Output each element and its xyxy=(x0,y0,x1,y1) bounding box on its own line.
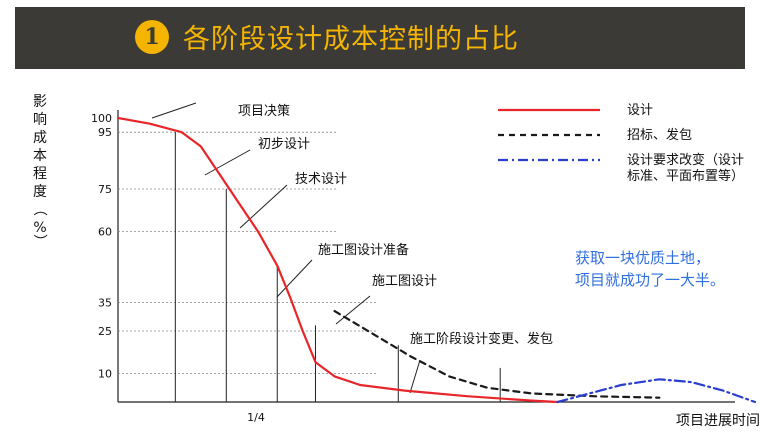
legend-label: 设计 xyxy=(627,103,653,118)
y-axis-label-char: % xyxy=(33,220,46,236)
y-axis-label-char: （ xyxy=(31,202,47,216)
y-axis-label-char: 本 xyxy=(33,148,47,164)
y-tick-label: 60 xyxy=(98,226,112,239)
note-line-2: 项目就成功了一大半。 xyxy=(575,271,726,289)
stage-leader-line xyxy=(239,184,288,229)
annotation-note: 获取一块优质土地， 项目就成功了一大半。 xyxy=(575,247,755,291)
y-tick-label: 25 xyxy=(98,325,112,338)
stage-label: 初步设计 xyxy=(258,137,310,152)
x-axis-label: 项目进展时间 xyxy=(676,413,760,429)
stage-label: 项目决策 xyxy=(238,103,290,119)
stage-label: 技术设计 xyxy=(295,172,347,187)
stage-label: 施工图设计 xyxy=(372,274,437,289)
y-axis-label-char: 程 xyxy=(33,166,47,182)
stage-leader-line xyxy=(335,295,371,325)
x-tick-label: 1/4 xyxy=(247,411,265,424)
y-axis-label-char: 响 xyxy=(33,112,47,128)
stage-leader-line xyxy=(276,259,313,298)
series-line-1 xyxy=(333,310,661,399)
y-axis-label-char: ） xyxy=(31,234,47,248)
page-title: 各阶段设计成本控制的占比 xyxy=(183,24,519,55)
series-line-2 xyxy=(556,378,757,404)
y-tick-label: 95 xyxy=(98,126,112,139)
y-tick-label: 35 xyxy=(98,297,112,310)
y-tick-label: 75 xyxy=(98,183,112,196)
stage-label: 施工阶段设计变更、发包 xyxy=(410,331,553,347)
y-axis-label-char: 影 xyxy=(33,94,47,110)
y-axis-label-char: 成 xyxy=(33,130,47,146)
legend-label: 标准、平面布置等） xyxy=(627,168,744,184)
stage-leader-line xyxy=(409,359,421,394)
stage-leader-line xyxy=(151,102,197,119)
y-tick-label: 10 xyxy=(98,368,112,381)
note-line-1: 获取一块优质土地， xyxy=(575,249,711,267)
y-axis-label-char: 度 xyxy=(33,184,47,200)
legend-label: 招标、发包 xyxy=(627,127,692,143)
legend-label: 设计要求改变（设计 xyxy=(627,152,744,168)
y-tick-label: 100 xyxy=(91,112,112,125)
stage-leader-line xyxy=(204,149,251,176)
section-number-badge: 1 xyxy=(135,20,169,54)
stage-label: 施工图设计准备 xyxy=(318,242,409,258)
series-line-0 xyxy=(116,116,559,404)
